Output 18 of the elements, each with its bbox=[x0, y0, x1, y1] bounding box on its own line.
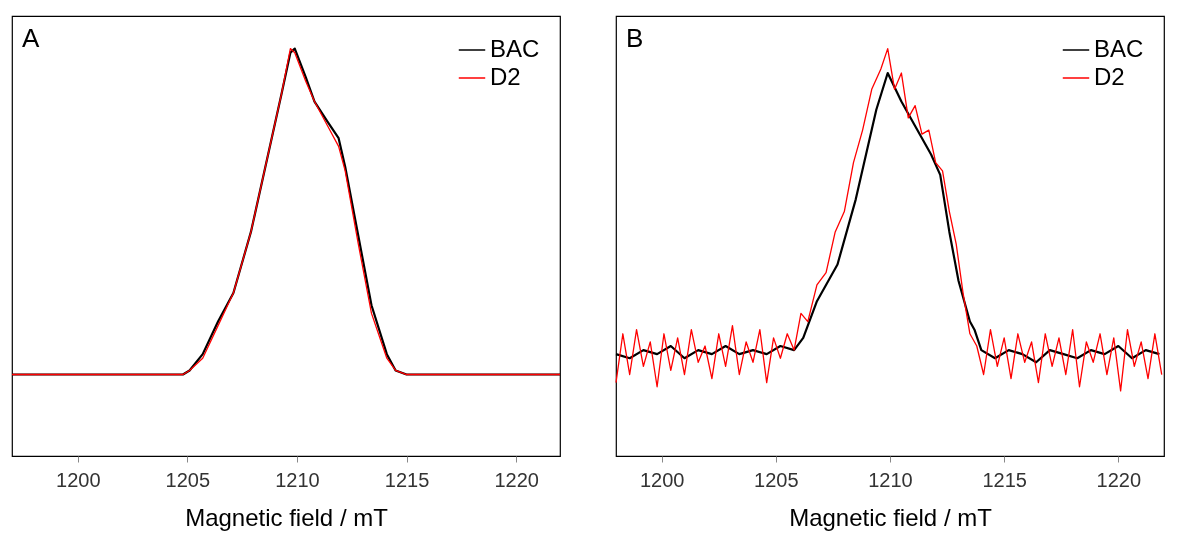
x-tick-label: 1210 bbox=[868, 468, 913, 491]
legend-label: D2 bbox=[1094, 63, 1125, 90]
legend-label: BAC bbox=[490, 35, 540, 62]
x-tick-label: 1220 bbox=[1096, 468, 1142, 491]
x-tick-label: 1220 bbox=[494, 468, 539, 491]
x-axis-title: Magnetic field / mT bbox=[185, 503, 389, 531]
chart-title: A bbox=[22, 23, 40, 53]
legend-label: BAC bbox=[1094, 35, 1144, 62]
x-tick-label: 1210 bbox=[275, 468, 320, 491]
x-tick-label: 1215 bbox=[384, 468, 430, 491]
legend-label: D2 bbox=[490, 63, 521, 90]
x-tick-label: 1200 bbox=[639, 468, 685, 491]
x-tick-label: 1205 bbox=[754, 468, 799, 491]
x-tick-label: 1200 bbox=[56, 468, 101, 491]
x-tick-label: 1215 bbox=[982, 468, 1027, 491]
x-tick-label: 1205 bbox=[165, 468, 211, 491]
chart-title: B bbox=[626, 23, 644, 53]
x-axis-title: Magnetic field / mT bbox=[789, 503, 993, 531]
